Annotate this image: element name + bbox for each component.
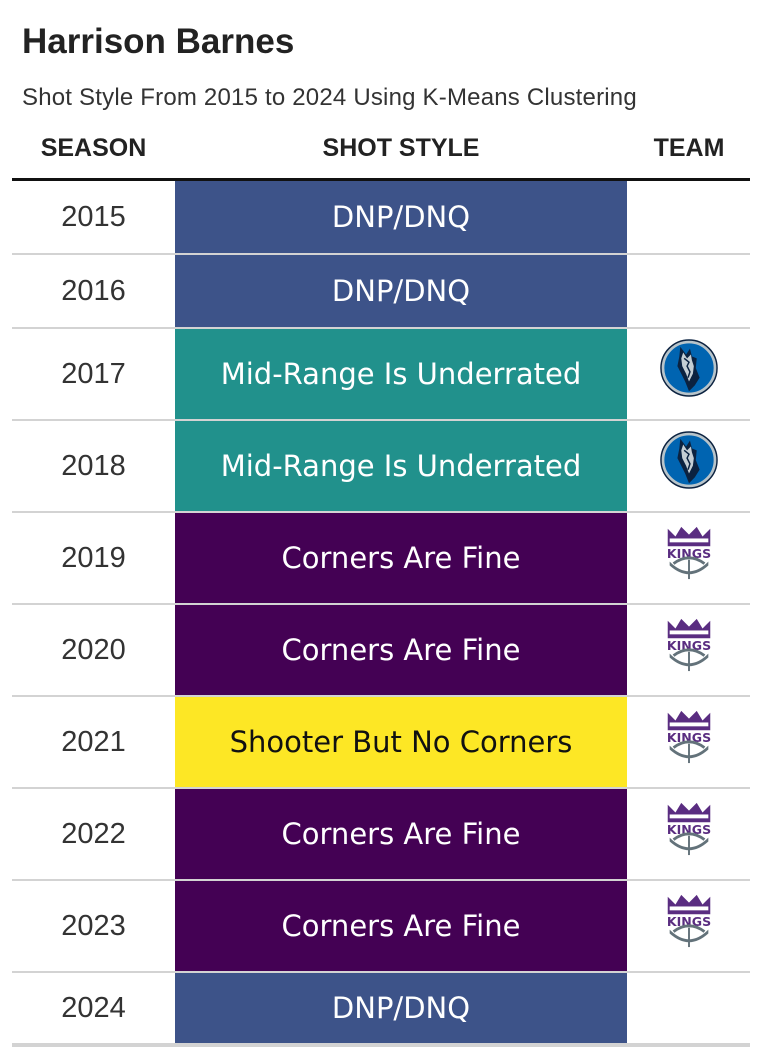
svg-text:KINGS: KINGS [666,822,710,837]
shot-style-cell: Mid-Range Is Underrated [175,329,627,419]
table-row: 2017 Mid-Range Is Underrated [12,329,750,421]
kings-logo-icon: KINGS [666,710,711,764]
shot-style-table: 2015 DNP/DNQ 2016 DNP/DNQ 2017 Mid-Range Is U… [12,181,750,1047]
table-row: 2024 DNP/DNQ [12,973,750,1047]
table-row: 2019 Corners Are Fine KINGS [12,513,750,605]
table-row: 2021 Shooter But No Corners KINGS [12,697,750,789]
shot-style-cell: Shooter But No Corners [175,697,627,787]
team-cell: KINGS [627,881,750,971]
table-row: 2023 Corners Are Fine KINGS [12,881,750,973]
shot-style-cell: Mid-Range Is Underrated [175,421,627,511]
shot-style-cell: Corners Are Fine [175,513,627,603]
chart-subtitle: Shot Style From 2015 to 2024 Using K-Mea… [22,84,637,111]
kings-logo-icon: KINGS [666,802,711,856]
shot-style-cell: DNP/DNQ [175,255,627,327]
svg-text:KINGS: KINGS [666,730,710,745]
season-cell: 2023 [61,909,126,942]
season-cell: 2018 [61,449,126,482]
shot-style-cell: DNP/DNQ [175,973,627,1043]
team-cell [627,255,750,327]
team-cell [627,973,750,1043]
team-cell: KINGS [627,697,750,787]
table-row: 2020 Corners Are Fine KINGS [12,605,750,697]
shot-style-cell: DNP/DNQ [175,181,627,253]
chart-title: Harrison Barnes [22,22,295,61]
team-cell: KINGS [627,513,750,603]
season-cell: 2015 [61,200,126,233]
mavericks-logo-icon [659,339,718,397]
season-cell: 2021 [61,725,126,758]
shot-style-cell: Corners Are Fine [175,789,627,879]
table-row: 2016 DNP/DNQ [12,255,750,329]
team-cell: KINGS [627,789,750,879]
column-header-team: TEAM [653,134,725,162]
table-row: 2015 DNP/DNQ [12,181,750,255]
kings-logo-icon: KINGS [666,894,711,948]
table-row: 2018 Mid-Range Is Underrated [12,421,750,513]
column-header-season: SEASON [40,134,147,162]
kings-logo-icon: KINGS [666,618,711,672]
svg-text:KINGS: KINGS [666,638,710,653]
shot-style-cell: Corners Are Fine [175,605,627,695]
svg-text:KINGS: KINGS [666,546,710,561]
team-cell [627,329,750,419]
team-cell: KINGS [627,605,750,695]
shot-style-cell: Corners Are Fine [175,881,627,971]
season-cell: 2017 [61,357,126,390]
season-cell: 2019 [61,541,126,574]
table-row: 2022 Corners Are Fine KINGS [12,789,750,881]
column-header-shot-style: SHOT STYLE [322,134,480,162]
season-cell: 2024 [61,991,126,1024]
team-cell [627,421,750,511]
kings-logo-icon: KINGS [666,526,711,580]
header-divider [12,178,750,181]
season-cell: 2022 [61,817,126,850]
svg-text:KINGS: KINGS [666,914,710,929]
season-cell: 2020 [61,633,126,666]
team-cell [627,181,750,253]
season-cell: 2016 [61,274,126,307]
mavericks-logo-icon [659,431,718,489]
